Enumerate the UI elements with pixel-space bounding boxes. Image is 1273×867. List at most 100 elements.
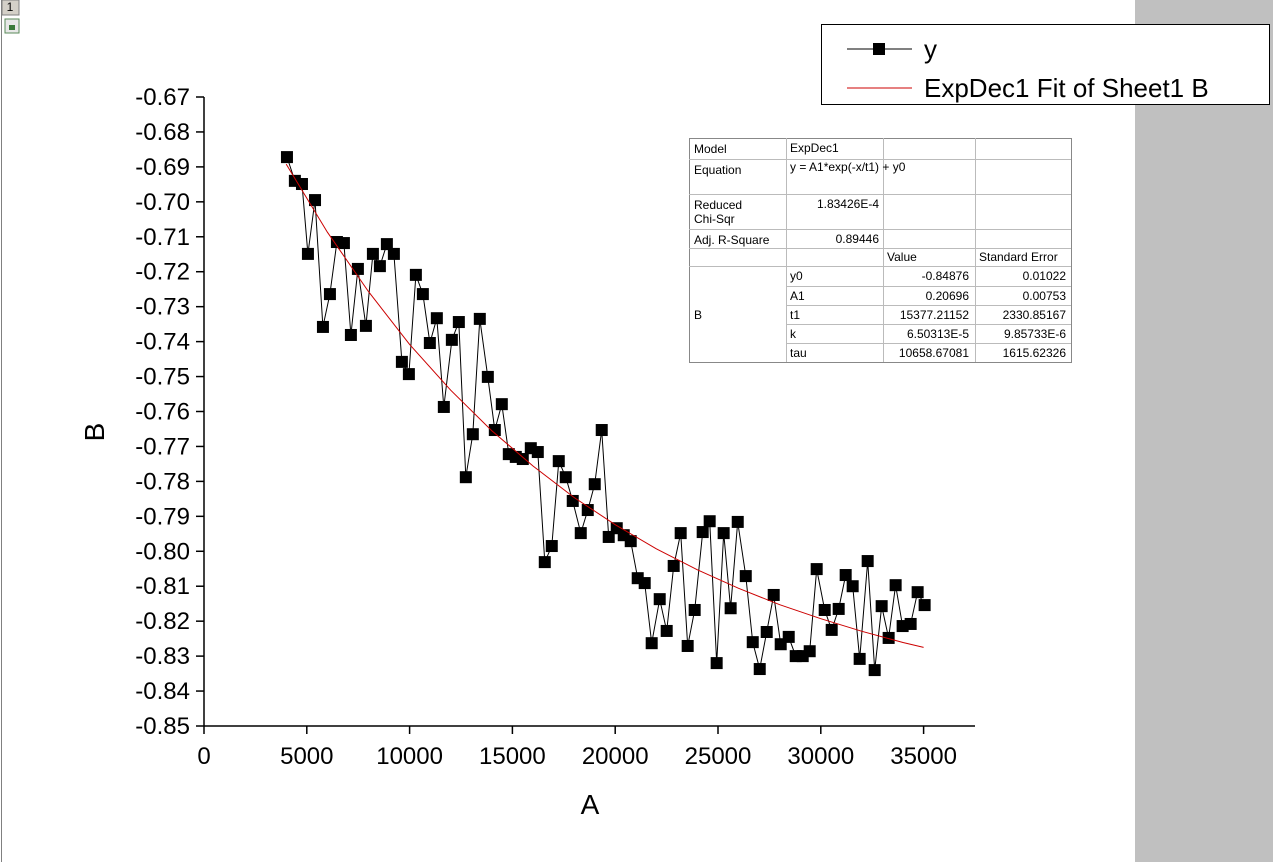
param-error: 0.01022 <box>1023 269 1067 283</box>
data-point <box>846 580 859 593</box>
data-point <box>516 453 529 466</box>
data-point <box>767 588 780 601</box>
fit-table-box <box>689 138 1072 363</box>
y-tick-label: -0.71 <box>135 224 190 251</box>
data-point <box>595 424 608 437</box>
data-point <box>566 494 579 507</box>
x-tick-label: 15000 <box>479 743 546 770</box>
data-point <box>681 639 694 652</box>
data-point <box>395 355 408 368</box>
table-row-value: 0.89446 <box>836 232 880 246</box>
y-axis-label: B <box>79 423 110 442</box>
data-point <box>724 602 737 615</box>
data-point <box>853 652 866 665</box>
data-point <box>653 593 666 606</box>
y-tick-label: -0.67 <box>135 84 190 111</box>
data-point <box>280 151 293 164</box>
legend-box <box>821 24 1270 105</box>
data-point <box>509 450 522 463</box>
legend-label: y <box>924 34 937 64</box>
data-point <box>552 455 565 468</box>
data-point <box>904 617 917 630</box>
legend-marker <box>873 43 885 55</box>
data-point <box>760 625 773 638</box>
x-tick-label: 0 <box>197 743 210 770</box>
data-point <box>810 563 823 576</box>
param-name: t1 <box>790 308 800 322</box>
data-point <box>488 424 501 437</box>
data-point <box>545 540 558 553</box>
data-point <box>559 471 572 484</box>
data-point <box>660 624 673 637</box>
data-point <box>667 559 680 572</box>
data-point <box>574 527 587 540</box>
data-point <box>710 657 723 670</box>
data-point <box>832 602 845 615</box>
layer-tab[interactable] <box>1 0 20 16</box>
data-point <box>703 515 716 528</box>
param-value: -0.84876 <box>922 269 970 283</box>
data-point <box>402 368 415 381</box>
y-tick-label: -0.70 <box>135 189 190 216</box>
y-tick-label: -0.76 <box>135 399 190 426</box>
legend-label: ExpDec1 Fit of Sheet1 B <box>924 73 1209 103</box>
data-point <box>882 631 895 644</box>
data-point <box>316 320 329 333</box>
param-name: k <box>790 327 797 341</box>
data-point <box>430 312 443 325</box>
data-point <box>409 268 422 281</box>
x-tick-label: 20000 <box>582 743 649 770</box>
data-point <box>889 579 902 592</box>
data-point <box>638 577 651 590</box>
param-error: 9.85733E-6 <box>1004 327 1066 341</box>
data-point <box>459 471 472 484</box>
param-name: tau <box>790 346 807 360</box>
x-tick-label: 5000 <box>280 743 333 770</box>
y-tick-label: -0.81 <box>135 573 190 600</box>
gray-margin <box>1135 0 1273 862</box>
data-point <box>416 288 429 301</box>
data-point <box>380 238 393 251</box>
table-header: Standard Error <box>979 250 1058 264</box>
table-group: B <box>694 308 702 322</box>
data-point <box>861 555 874 568</box>
data-point <box>359 319 372 332</box>
x-axis-label: A <box>581 789 600 820</box>
data-point <box>803 645 816 658</box>
data-point <box>688 603 701 616</box>
y-tick-label: -0.80 <box>135 538 190 565</box>
y-tick-label: -0.79 <box>135 503 190 530</box>
data-point <box>473 312 486 325</box>
y-tick-label: -0.83 <box>135 643 190 670</box>
data-point <box>696 526 709 539</box>
data-point <box>918 599 931 612</box>
data-point <box>387 247 400 260</box>
data-point <box>466 428 479 441</box>
data-point <box>825 623 838 636</box>
table-row-label: Adj. R-Square <box>694 233 770 247</box>
y-tick-label: -0.72 <box>135 259 190 286</box>
table-row-value: 1.83426E-4 <box>817 197 879 211</box>
data-point <box>495 398 508 411</box>
param-error: 2330.85167 <box>1003 308 1067 322</box>
param-name: A1 <box>790 289 805 303</box>
table-row-value: y = A1*exp(-x/t1) + y0 <box>790 160 906 174</box>
data-point <box>645 637 658 650</box>
y-tick-label: -0.85 <box>135 713 190 740</box>
table-row-label: Reduced Chi-Sqr <box>694 198 742 226</box>
data-point <box>373 260 386 273</box>
data-point <box>366 247 379 260</box>
param-value: 15377.21152 <box>900 308 970 322</box>
param-name: y0 <box>790 269 803 283</box>
data-point <box>818 603 831 616</box>
data-point <box>753 663 766 676</box>
data-point <box>731 515 744 528</box>
data-point <box>445 333 458 346</box>
y-tick-label: -0.68 <box>135 119 190 146</box>
table-header: Value <box>887 250 917 264</box>
data-point <box>423 337 436 350</box>
lock-icon-body <box>9 25 15 30</box>
x-tick-label: 35000 <box>890 743 957 770</box>
